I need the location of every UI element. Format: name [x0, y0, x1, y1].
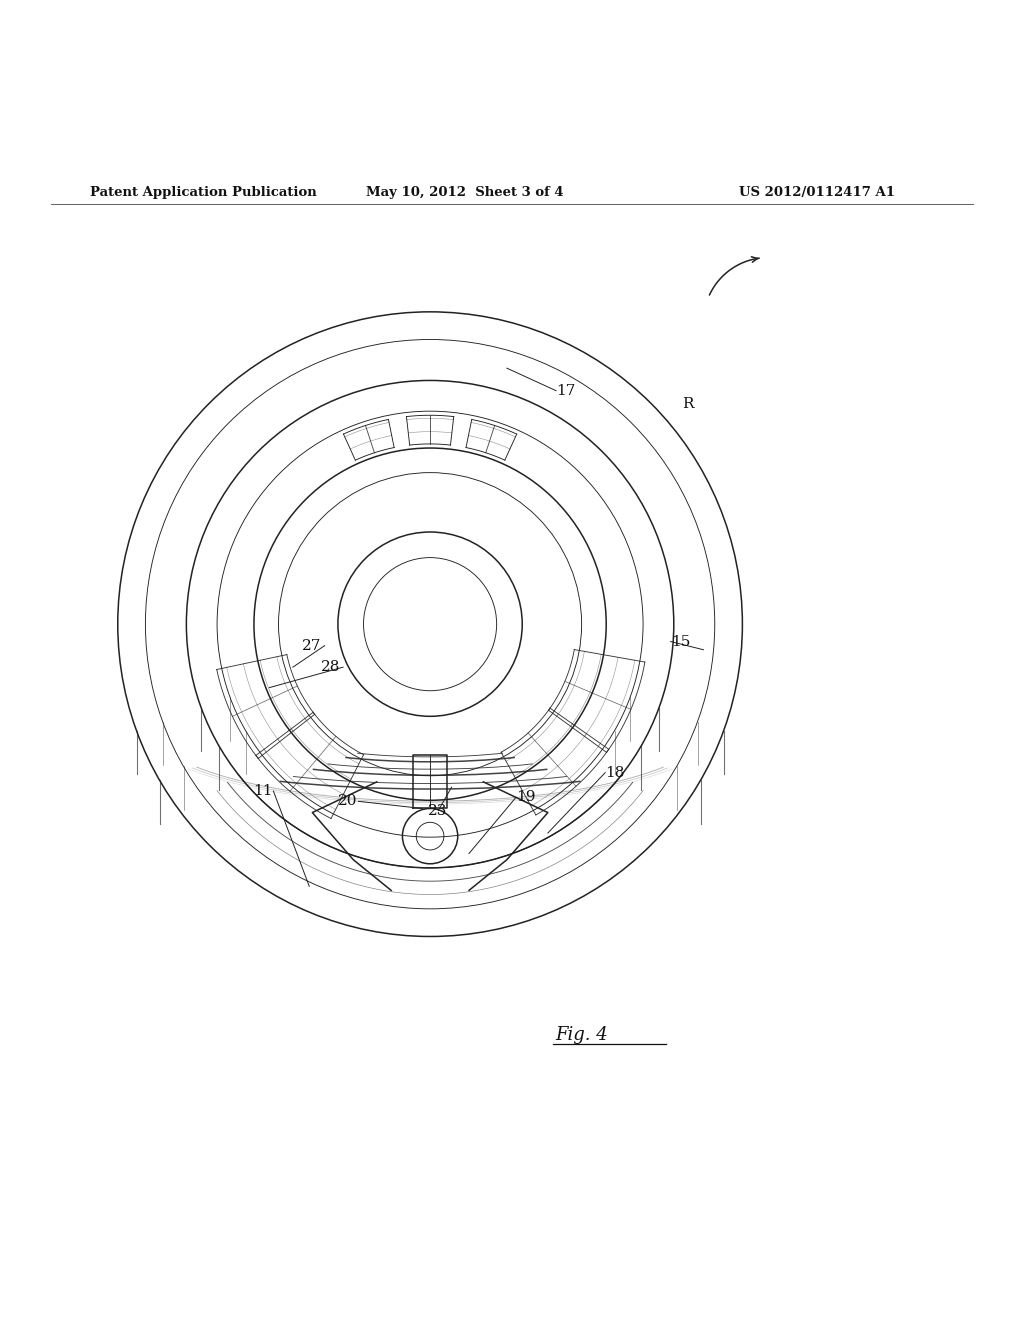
Text: 19: 19	[516, 791, 536, 804]
Text: 28: 28	[321, 660, 340, 675]
Text: Patent Application Publication: Patent Application Publication	[90, 186, 316, 199]
Text: May 10, 2012  Sheet 3 of 4: May 10, 2012 Sheet 3 of 4	[366, 186, 563, 199]
Text: US 2012/0112417 A1: US 2012/0112417 A1	[739, 186, 895, 199]
Text: Fig. 4: Fig. 4	[555, 1026, 608, 1044]
Text: 23: 23	[428, 804, 447, 817]
Text: 18: 18	[605, 766, 625, 780]
Text: 11: 11	[253, 784, 272, 799]
Text: R: R	[682, 397, 693, 411]
Text: 15: 15	[671, 635, 690, 648]
Text: 20: 20	[338, 795, 357, 808]
Text: 17: 17	[556, 384, 575, 397]
Text: 27: 27	[302, 639, 322, 652]
